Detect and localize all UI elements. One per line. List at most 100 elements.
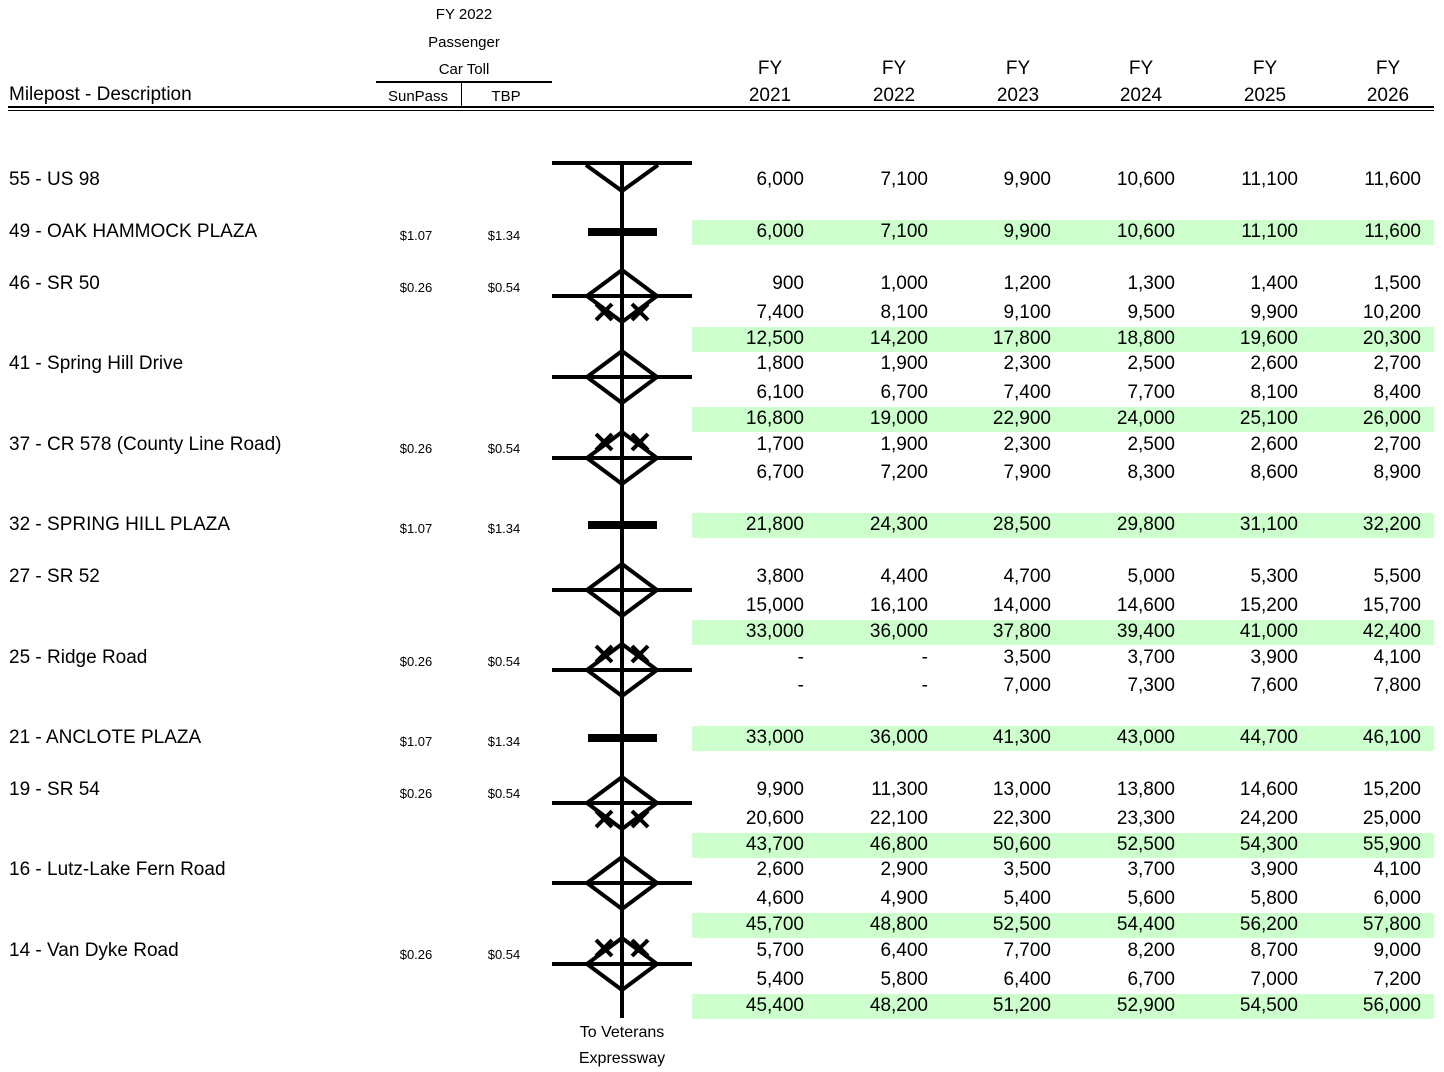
volume-cell: 11,100	[1241, 221, 1298, 242]
year-header-fy: FY	[1005, 58, 1031, 79]
sunpass-toll: $0.26	[399, 654, 433, 669]
highlight-band	[692, 913, 1434, 938]
volume-cell: 15,200	[1239, 595, 1298, 616]
volume-cell: 52,900	[1116, 995, 1175, 1016]
sunpass-toll: $1.07	[399, 521, 433, 536]
volume-cell: 28,500	[992, 514, 1051, 535]
volume-cell: 4,600	[756, 888, 804, 909]
volume-cell: 7,700	[1003, 940, 1051, 961]
volume-cell: 2,700	[1373, 434, 1421, 455]
volume-cell: 7,700	[1127, 382, 1175, 403]
volume-cell: 50,600	[992, 834, 1051, 855]
volume-cell: 22,300	[992, 808, 1051, 829]
location-label: 49 - OAK HAMMOCK PLAZA	[9, 221, 258, 242]
volume-cell: 7,200	[1373, 969, 1421, 990]
volume-cell: 2,300	[1003, 353, 1051, 374]
volume-cell: 22,100	[869, 808, 928, 829]
volume-cell: 1,900	[880, 353, 928, 374]
volume-cell: 11,600	[1364, 221, 1421, 242]
volume-cell: 900	[772, 273, 804, 294]
volume-cell: 2,500	[1127, 434, 1175, 455]
volume-cell: 17,800	[992, 328, 1051, 349]
volume-cell: 6,700	[880, 382, 928, 403]
sunpass-toll: $0.26	[399, 786, 433, 801]
volume-cell: 5,400	[1003, 888, 1051, 909]
diamond-interchange-lower-toll-icon	[552, 267, 692, 325]
header-rule-thick	[8, 106, 1434, 108]
volume-cell: 5,800	[880, 969, 928, 990]
volume-cell: 37,800	[992, 621, 1051, 642]
volume-cell: 9,000	[1373, 940, 1421, 961]
volume-cell: 55,900	[1362, 834, 1421, 855]
volume-cell: 5,000	[1127, 566, 1175, 587]
volume-cell: 10,200	[1362, 302, 1421, 323]
tbp-toll: $0.54	[487, 786, 521, 801]
year-header-year: 2025	[1243, 85, 1287, 106]
volume-cell: 24,300	[869, 514, 928, 535]
volume-cell: 7,900	[1003, 462, 1051, 483]
volume-cell: 33,000	[745, 621, 804, 642]
location-label: 21 - ANCLOTE PLAZA	[9, 727, 202, 748]
volume-cell: 29,800	[1116, 514, 1175, 535]
volume-cell: 11,100	[1241, 169, 1298, 190]
volume-cell: 20,300	[1362, 328, 1421, 349]
volume-cell: 1,700	[756, 434, 804, 455]
volume-cell: 10,600	[1116, 169, 1175, 190]
volume-cell: 20,600	[745, 808, 804, 829]
sunpass-toll: $1.07	[399, 228, 433, 243]
year-header-fy: FY	[1375, 58, 1401, 79]
header-rule-thin	[8, 110, 1434, 111]
volume-cell: 45,400	[745, 995, 804, 1016]
volume-cell: 51,200	[992, 995, 1051, 1016]
volume-cell: 11,300	[871, 779, 928, 800]
diamond-interchange-icon	[552, 561, 692, 619]
year-header-fy: FY	[757, 58, 783, 79]
volume-cell: -	[797, 675, 804, 696]
volume-cell: 6,700	[1127, 969, 1175, 990]
year-header-year: 2024	[1119, 85, 1163, 106]
volume-cell: 19,600	[1239, 328, 1298, 349]
location-label: 32 - SPRING HILL PLAZA	[9, 514, 231, 535]
volume-cell: 9,500	[1127, 302, 1175, 323]
footer-line-1: To Veterans	[579, 1024, 665, 1041]
year-header-year: 2023	[996, 85, 1040, 106]
volume-cell: 5,500	[1373, 566, 1421, 587]
volume-cell: 48,200	[869, 995, 928, 1016]
volume-cell: 54,300	[1239, 834, 1298, 855]
volume-cell: 3,900	[1250, 859, 1298, 880]
volume-cell: 9,900	[1250, 302, 1298, 323]
header-fy-label: FY 2022	[435, 6, 493, 23]
volume-cell: 6,100	[756, 382, 804, 403]
volume-cell: 14,600	[1239, 779, 1298, 800]
footer-line-2: Expressway	[578, 1050, 666, 1067]
volume-cell: 33,000	[745, 727, 804, 748]
location-label: 27 - SR 52	[9, 566, 100, 587]
diamond-interchange-lower-toll-icon	[552, 774, 692, 832]
volume-cell: 11,600	[1364, 169, 1421, 190]
tbp-toll: $1.34	[487, 521, 521, 536]
volume-cell: 1,400	[1250, 273, 1298, 294]
volume-cell: 41,000	[1239, 621, 1298, 642]
year-header-year: 2022	[872, 85, 916, 106]
volume-cell: 9,900	[1003, 221, 1051, 242]
volume-cell: 6,000	[756, 221, 804, 242]
volume-cell: 46,800	[869, 834, 928, 855]
header-toll-divider	[376, 81, 552, 83]
volume-cell: 14,600	[1116, 595, 1175, 616]
volume-cell: 36,000	[869, 621, 928, 642]
year-header-year: 2021	[748, 85, 792, 106]
header-car-toll-label: Car Toll	[438, 61, 490, 78]
volume-cell: 18,800	[1116, 328, 1175, 349]
tbp-toll: $0.54	[487, 280, 521, 295]
header-description-label: Milepost - Description	[9, 84, 192, 105]
volume-cell: 6,400	[1003, 969, 1051, 990]
highlight-band	[692, 726, 1434, 751]
volume-cell: 1,800	[756, 353, 804, 374]
location-label: 37 - CR 578 (County Line Road)	[9, 434, 282, 455]
volume-cell: 8,900	[1373, 462, 1421, 483]
diamond-interchange-upper-toll-icon	[552, 429, 692, 487]
volume-cell: 5,600	[1127, 888, 1175, 909]
year-header-fy: FY	[881, 58, 907, 79]
volume-cell: 5,800	[1250, 888, 1298, 909]
tbp-toll: $1.34	[487, 734, 521, 749]
